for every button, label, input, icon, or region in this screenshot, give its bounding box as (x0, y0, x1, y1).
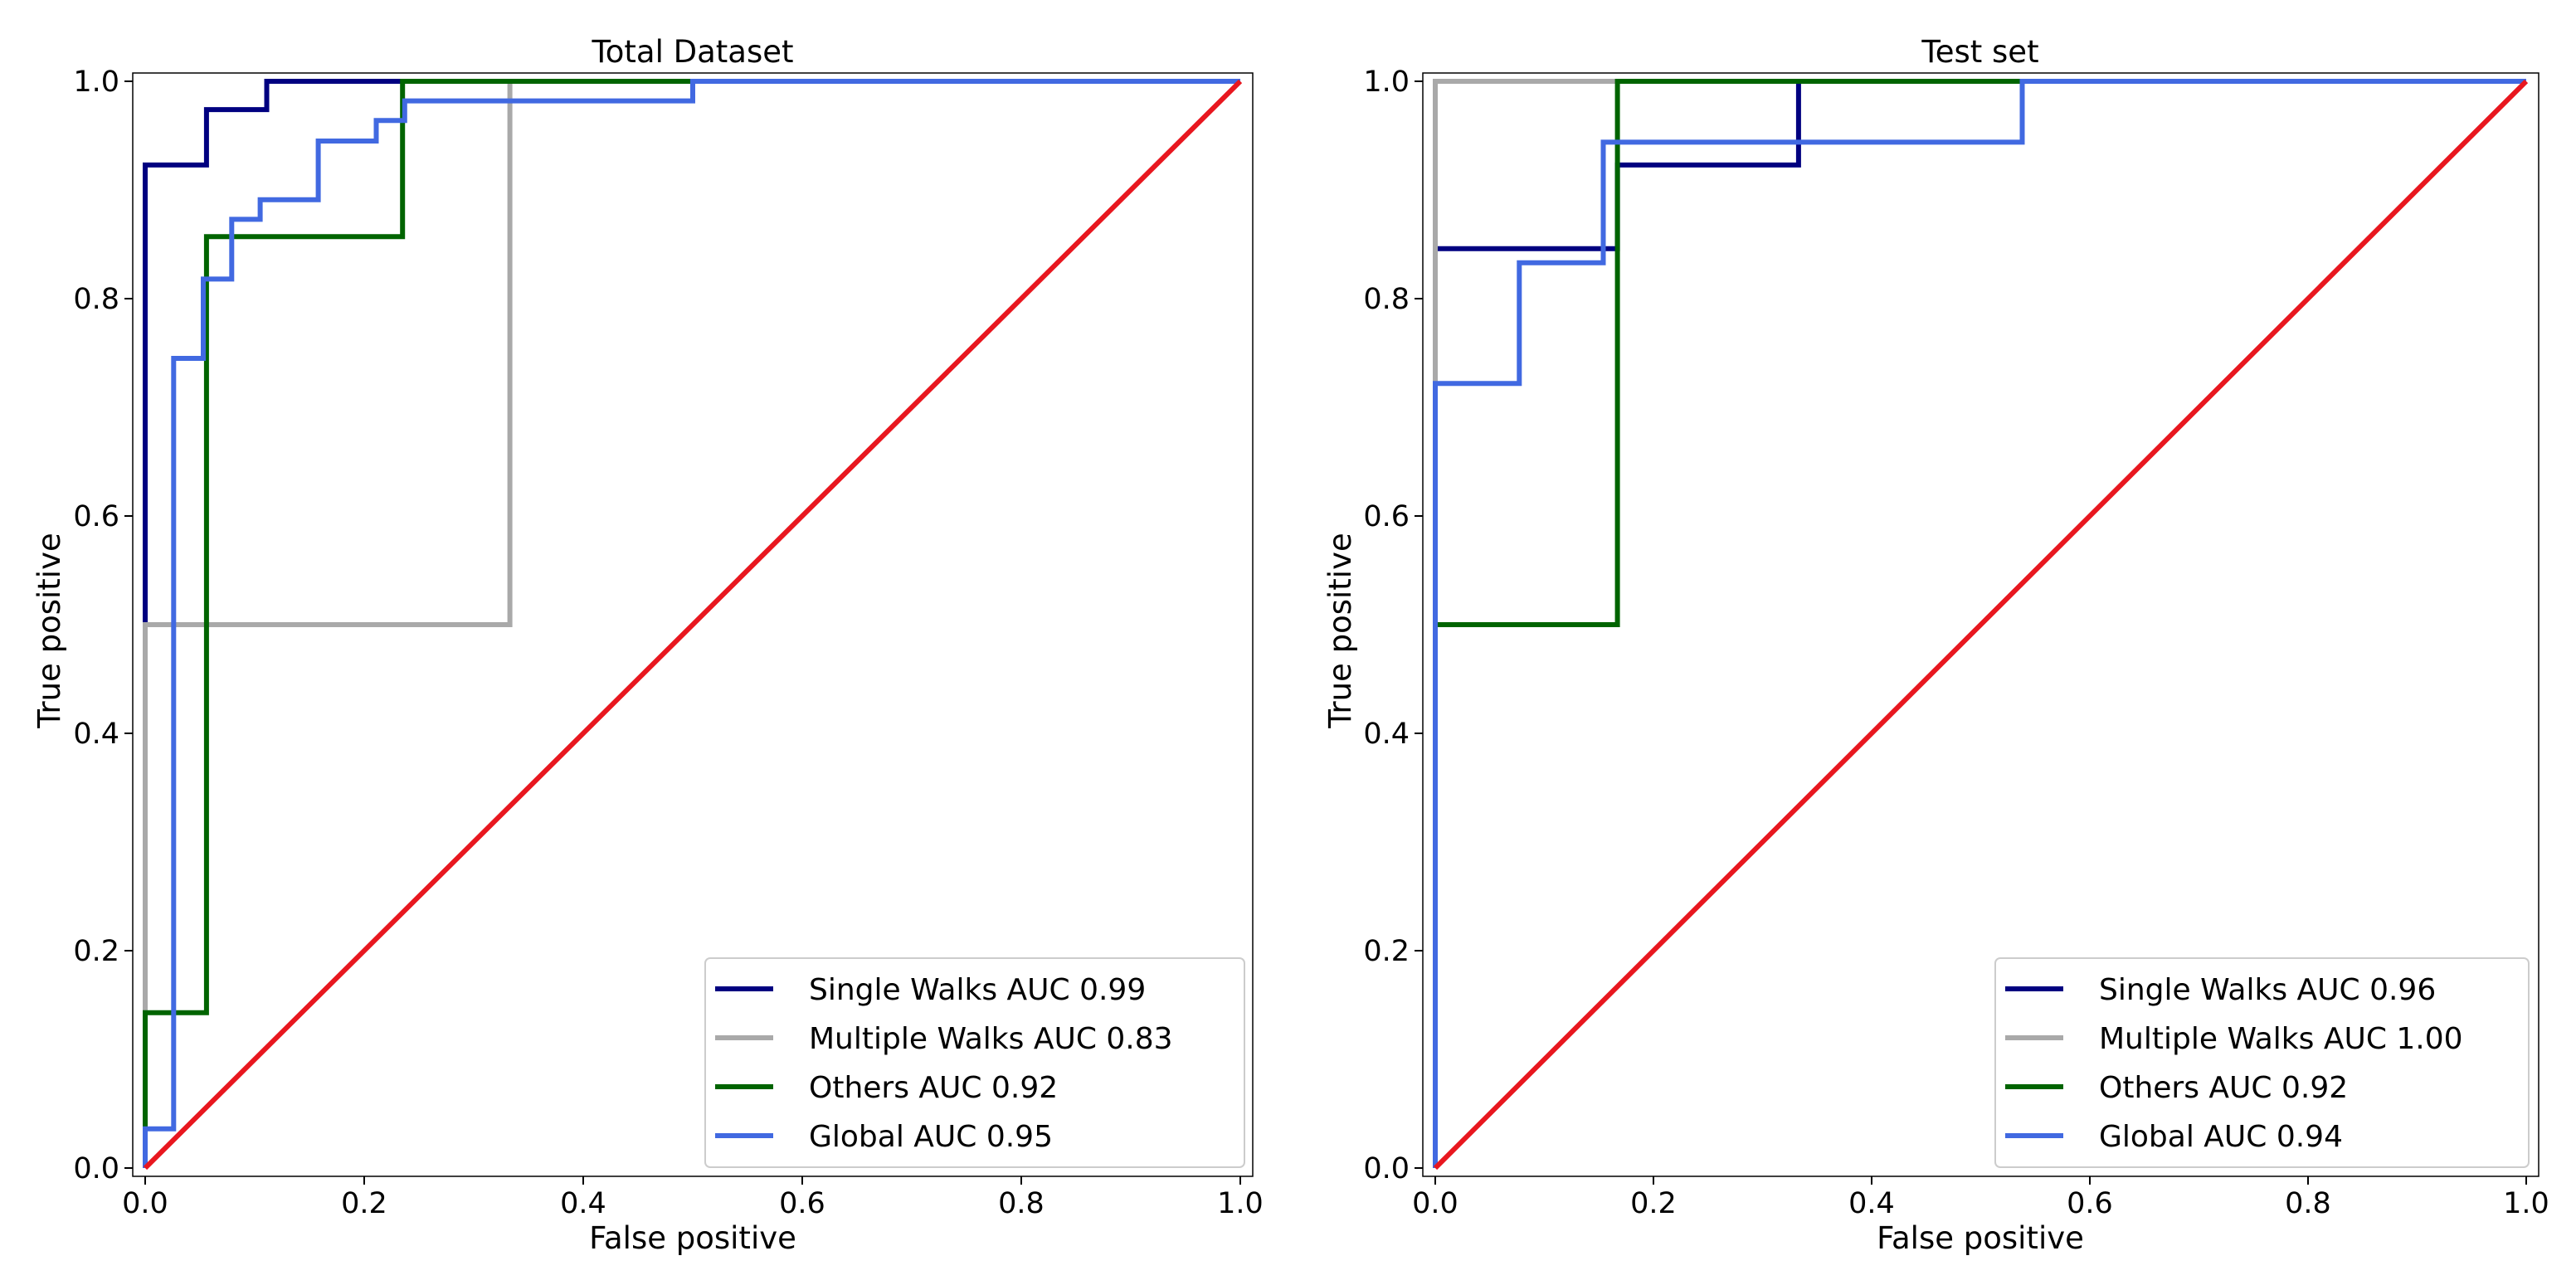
x-tick-label: 0.4 (560, 1187, 606, 1220)
x-tick-label: 0.6 (779, 1187, 825, 1220)
legend-entry: Multiple Walks AUC 1.00 (2099, 1022, 2463, 1056)
legend-entry: Global AUC 0.95 (809, 1120, 1053, 1154)
x-tick-label: 0.0 (122, 1187, 168, 1220)
chart-title: Test set (1921, 34, 2038, 70)
roc-panel-test-set: Test set 0.0 0.2 0.4 0.6 0.8 1.0 0.0 0.2 0.4 0.6 0… (1322, 34, 2549, 1256)
legend-entry: Multiple Walks AUC 0.83 (809, 1022, 1173, 1056)
chance-diagonal-line (143, 79, 1243, 1171)
x-tick-label: 0.6 (2067, 1187, 2113, 1220)
x-tick-label: 1.0 (1217, 1187, 1264, 1220)
y-tick-label: 0.0 (73, 1152, 119, 1185)
x-tick-label: 1.0 (2503, 1187, 2549, 1220)
roc-curve-global (143, 79, 1240, 1168)
legend-entry: Global AUC 0.94 (2099, 1120, 2343, 1154)
x-tick-label: 0.0 (1412, 1187, 1458, 1220)
x-axis-label: False positive (1877, 1220, 2084, 1256)
x-tick-label: 0.2 (341, 1187, 387, 1220)
y-tick-label: 0.8 (73, 283, 119, 316)
roc-panel-total-dataset: Total Dataset 0.0 0.2 0.4 0.6 0.8 1.0 0.0 0.2 0.… (32, 34, 1264, 1256)
y-tick-label: 0.6 (1363, 500, 1410, 533)
y-tick-label: 1.0 (73, 66, 119, 99)
y-tick-label: 0.8 (1363, 283, 1410, 316)
y-tick-label: 0.6 (73, 500, 119, 533)
plot-frame (132, 72, 1254, 1177)
legend-entry: Others AUC 0.92 (2099, 1071, 2348, 1105)
legend-box (704, 957, 1245, 1168)
y-tick-label: 0.2 (73, 935, 119, 968)
legend-box (1994, 957, 2530, 1168)
y-tick-label: 0.4 (1363, 718, 1410, 751)
y-tick-label: 1.0 (1363, 66, 1410, 99)
y-tick-label: 0.2 (1363, 935, 1410, 968)
legend-entry: Single Walks AUC 0.96 (2099, 973, 2436, 1007)
roc-curve-others (143, 79, 1240, 1168)
x-tick-label: 0.8 (2285, 1187, 2331, 1220)
y-axis-label: True positive (32, 533, 67, 728)
chart-title: Total Dataset (591, 34, 793, 70)
legend-entry: Single Walks AUC 0.99 (809, 973, 1146, 1007)
roc-curve-global (1433, 79, 2526, 1168)
legend-entry: Others AUC 0.92 (809, 1071, 1058, 1105)
legend: Single Walks AUC 0.96 Multiple Walks AUC … (1994, 957, 2530, 1168)
chance-diagonal-line (1433, 79, 2529, 1171)
x-axis-label: False positive (589, 1220, 796, 1256)
x-tick-label: 0.2 (1630, 1187, 1677, 1220)
y-tick-label: 0.4 (73, 718, 119, 751)
legend: Single Walks AUC 0.99 Multiple Walks AUC … (704, 957, 1245, 1168)
plot-frame (1422, 72, 2539, 1177)
y-tick-label: 0.0 (1363, 1152, 1410, 1185)
x-tick-label: 0.4 (1848, 1187, 1895, 1220)
x-tick-label: 0.8 (998, 1187, 1045, 1220)
y-axis-label: True positive (1322, 533, 1358, 728)
